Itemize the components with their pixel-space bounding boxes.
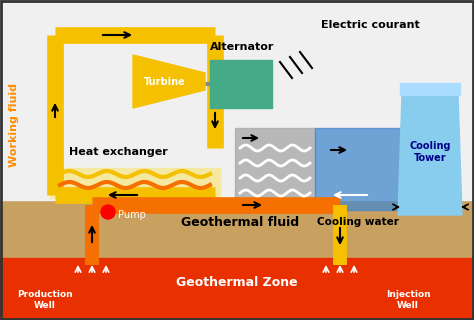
Polygon shape [398, 95, 462, 215]
Text: Alternator: Alternator [210, 42, 274, 52]
Bar [50, 168, 220, 198]
Text: Cooling water: Cooling water [317, 217, 399, 227]
Bar [400, 83, 460, 95]
Text: Heat exchanger: Heat exchanger [69, 147, 167, 157]
Text: Geothermal Zone: Geothermal Zone [176, 276, 298, 289]
Text: Turbine: Turbine [144, 77, 186, 87]
Circle shape [101, 205, 115, 219]
Bar [235, 128, 315, 210]
Bar [0, 200, 474, 320]
Bar [0, 0, 474, 200]
Text: Cooling
Tower: Cooling Tower [409, 141, 451, 163]
Bar [315, 128, 410, 210]
Text: Working fluid: Working fluid [9, 83, 19, 167]
Polygon shape [133, 55, 205, 108]
Bar [210, 60, 272, 108]
Text: Production
Well: Production Well [17, 290, 73, 310]
Text: Electric courant: Electric courant [320, 20, 419, 30]
Bar [0, 258, 474, 320]
Text: Injection
Well: Injection Well [386, 290, 430, 310]
Text: Pump: Pump [118, 210, 146, 220]
Text: Geothermal fluid: Geothermal fluid [181, 215, 299, 228]
